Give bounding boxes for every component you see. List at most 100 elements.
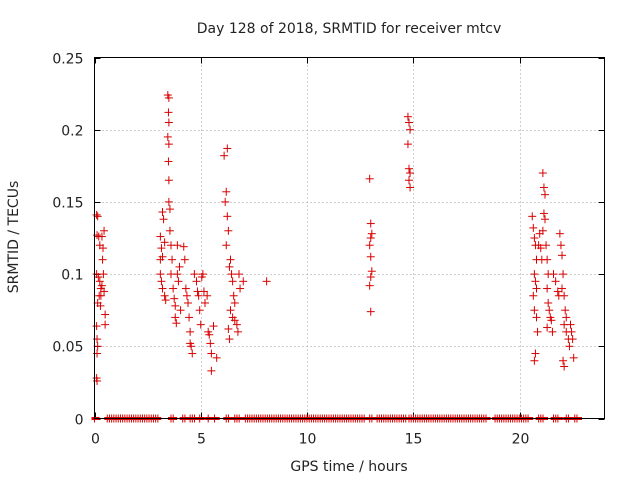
data-point — [175, 262, 184, 271]
y-tick-label: 0.15 — [52, 196, 83, 212]
data-point — [186, 327, 195, 336]
data-point — [97, 232, 106, 241]
data-point — [532, 284, 541, 293]
data-point — [227, 270, 236, 279]
data-point — [184, 298, 192, 307]
data-point — [196, 320, 205, 329]
data-point — [165, 226, 174, 235]
data-point — [199, 287, 208, 296]
data-point — [559, 356, 568, 365]
data-point — [201, 298, 209, 307]
data-point — [366, 252, 375, 261]
data-point — [99, 244, 107, 253]
data-point — [567, 327, 576, 336]
data-point — [185, 313, 194, 322]
data-point — [365, 174, 374, 183]
data-point — [206, 339, 215, 348]
data-point — [168, 255, 177, 264]
data-point — [226, 306, 235, 315]
data-point — [159, 215, 168, 224]
y-tick-label: 0.2 — [61, 124, 83, 140]
data-point — [538, 226, 547, 235]
x-tick-label: 0 — [91, 432, 100, 448]
chart-title: Day 128 of 2018, SRMTID for receiver mtc… — [197, 21, 502, 37]
data-point — [163, 132, 172, 141]
data-point — [549, 270, 558, 279]
data-point — [367, 229, 376, 238]
data-point — [539, 209, 548, 218]
data-point — [239, 277, 248, 286]
data-point — [566, 320, 575, 329]
data-point — [187, 342, 196, 351]
data-point — [542, 241, 551, 250]
data-point — [230, 298, 239, 307]
data-point — [164, 118, 173, 127]
data-point — [207, 366, 216, 375]
data-point — [533, 327, 542, 336]
data-point — [157, 244, 166, 253]
data-point — [529, 223, 538, 232]
data-point — [559, 270, 568, 279]
data-point — [207, 349, 216, 358]
data-point — [543, 284, 552, 293]
data-point — [173, 270, 182, 279]
data-point — [406, 183, 415, 192]
data-point — [530, 234, 539, 242]
data-point — [195, 306, 204, 315]
data-point — [156, 232, 165, 241]
data-point — [531, 277, 540, 286]
data-point — [169, 284, 178, 293]
data-point — [179, 242, 188, 251]
data-point — [558, 284, 566, 293]
data-point — [228, 277, 237, 286]
y-tick-label: 0.05 — [52, 340, 83, 356]
data-point — [541, 190, 549, 199]
data-point — [156, 270, 165, 279]
data-point — [94, 272, 103, 281]
data-point — [365, 241, 374, 250]
data-point — [406, 169, 415, 178]
data-point — [558, 251, 566, 260]
data-point — [98, 255, 107, 264]
data-point — [230, 316, 239, 325]
data-point — [161, 296, 170, 305]
x-tick-label: 5 — [197, 432, 206, 448]
data-point — [160, 291, 169, 300]
data-point — [194, 291, 203, 300]
data-point — [96, 291, 105, 300]
data-point — [172, 319, 181, 328]
data-point — [568, 335, 577, 344]
data-point — [192, 277, 201, 286]
data-point — [226, 255, 235, 264]
data-point — [158, 284, 167, 293]
data-point — [366, 272, 375, 281]
data-point — [171, 313, 180, 322]
data-point — [543, 255, 552, 264]
x-tick-label: 20 — [512, 432, 530, 448]
data-point — [205, 330, 214, 339]
data-point — [235, 270, 243, 279]
data-point — [366, 219, 375, 228]
data-point — [536, 244, 545, 253]
data-point — [530, 356, 539, 365]
data-point — [405, 176, 413, 185]
data-point — [176, 306, 185, 315]
data-point — [222, 241, 231, 250]
data-point — [93, 212, 102, 221]
data-point — [262, 277, 271, 286]
y-tick-label: 0.25 — [52, 52, 83, 68]
data-point — [532, 313, 541, 322]
data-point — [99, 270, 108, 279]
data-point — [405, 164, 413, 173]
data-point — [367, 267, 376, 276]
data-point — [562, 313, 571, 322]
data-point — [225, 335, 234, 344]
data-point — [543, 323, 552, 332]
y-tick-label: 0.1 — [61, 268, 83, 284]
x-tick-label: 15 — [405, 432, 423, 448]
data-point — [530, 270, 539, 279]
data-point — [223, 144, 232, 153]
data-point — [403, 112, 412, 121]
